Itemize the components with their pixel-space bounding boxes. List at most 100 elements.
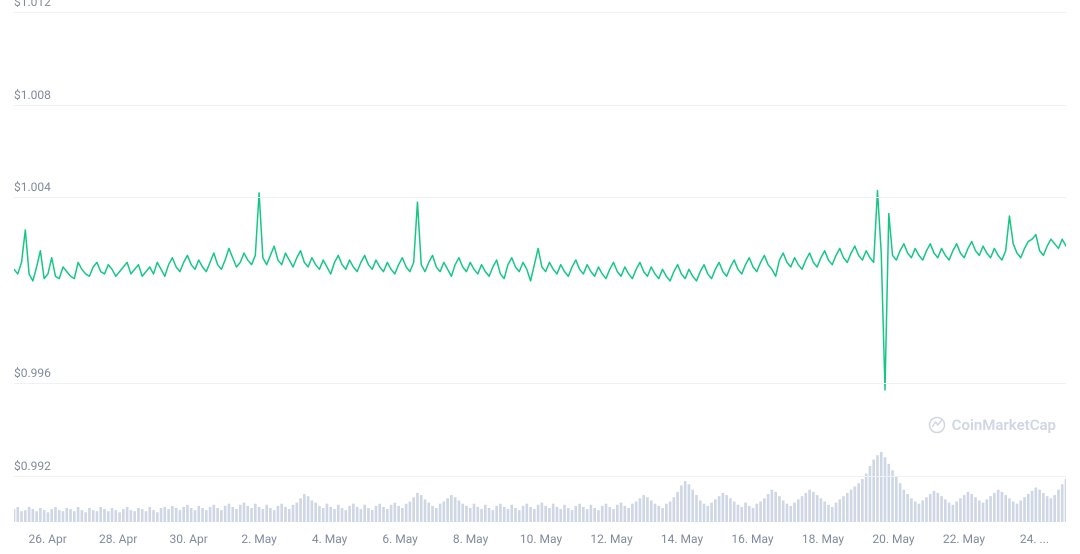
volume-bar <box>107 511 110 522</box>
x-axis-tick-label: 12. May <box>590 532 632 546</box>
volume-bar <box>352 504 355 522</box>
volume-bar <box>522 506 525 522</box>
volume-bar <box>665 504 668 522</box>
volume-bar <box>205 510 208 522</box>
volume-bar <box>465 506 468 522</box>
volume-bar <box>405 504 408 522</box>
x-axis-tick-label: 10. May <box>520 532 562 546</box>
volume-bar <box>989 496 992 522</box>
volume-bar <box>1019 500 1022 522</box>
watermark-text: CoinMarketCap <box>952 416 1056 434</box>
volume-bar <box>929 494 932 522</box>
volume-bar <box>480 509 483 522</box>
volume-bar <box>590 505 593 522</box>
volume-bar <box>861 479 864 522</box>
volume-bar <box>167 509 170 522</box>
volume-bar <box>669 502 672 522</box>
volume-bar <box>235 509 238 522</box>
volume-bar <box>47 512 50 522</box>
volume-bar <box>507 509 510 522</box>
volume-bar <box>895 477 898 522</box>
volume-bar <box>231 507 234 522</box>
volume-bar <box>386 509 389 522</box>
volume-bar <box>1057 490 1060 522</box>
volume-bar <box>559 509 562 522</box>
x-axis-tick-label: 8. May <box>453 532 488 546</box>
volume-bar <box>1023 497 1026 522</box>
volume-bar <box>684 481 687 522</box>
x-axis-tick-label: 30. Apr <box>169 532 207 546</box>
volume-bar <box>488 508 491 522</box>
volume-bar <box>627 508 630 522</box>
watermark: CoinMarketCap <box>928 416 1056 434</box>
volume-bar <box>454 497 457 522</box>
volume-bar <box>533 509 536 522</box>
volume-bar <box>740 507 743 522</box>
volume-bar <box>284 507 287 522</box>
volume-bar <box>616 505 619 522</box>
volume-bar <box>431 506 434 522</box>
volume-bar <box>718 496 721 522</box>
volume-bar <box>439 504 442 522</box>
volume-bar <box>891 470 894 522</box>
volume-bar <box>243 503 246 522</box>
x-axis-tick-label: 20. May <box>872 532 914 546</box>
volume-bar <box>194 510 197 522</box>
volume-bar <box>182 507 185 522</box>
volume-bar <box>759 502 762 522</box>
volume-bar <box>495 506 498 522</box>
volume-bar <box>552 504 555 522</box>
volume-bar <box>32 509 35 522</box>
volume-bar <box>484 505 487 522</box>
volume-bar <box>778 496 781 522</box>
volume-bar <box>786 504 789 522</box>
x-axis-tick-label: 18. May <box>802 532 844 546</box>
y-axis-tick-label: $1.008 <box>14 88 51 102</box>
volume-bar <box>1053 495 1056 522</box>
y-axis-tick-label: $0.992 <box>14 459 51 473</box>
volume-bar <box>409 502 412 522</box>
volume-bar <box>114 510 117 522</box>
volume-bar <box>842 496 845 522</box>
price-chart: $1.012$1.008$1.004$0.996$0.992 26. Apr28… <box>0 0 1080 554</box>
volume-bar <box>548 508 551 522</box>
volume-bar <box>1035 488 1038 522</box>
volume-bar <box>525 504 528 522</box>
volume-bar <box>314 503 317 522</box>
volume-bar <box>14 509 15 522</box>
volume-bar <box>62 511 65 522</box>
plot-area[interactable] <box>14 12 1066 522</box>
volume-bar <box>918 504 921 522</box>
volume-bar <box>691 490 694 522</box>
volume-bar <box>793 503 796 522</box>
volume-bar <box>265 505 268 522</box>
volume-bar <box>982 503 985 522</box>
volume-bar <box>944 499 947 522</box>
volume-bar <box>820 498 823 522</box>
volume-bar <box>390 505 393 522</box>
volume-bar <box>605 504 608 522</box>
volume-bar <box>993 493 996 522</box>
volume-bar <box>54 507 57 522</box>
volume-bar <box>748 506 751 522</box>
volume-bar <box>43 510 46 522</box>
volume-bar <box>846 493 849 522</box>
volume-bar <box>262 509 265 522</box>
volume-bar <box>126 507 129 522</box>
volume-bar <box>729 498 732 522</box>
volume-bar <box>974 497 977 522</box>
volume-bar <box>518 510 521 522</box>
volume-bar <box>752 508 755 522</box>
volume-bar <box>28 507 31 522</box>
volume-bar <box>179 510 182 522</box>
volume-bar <box>654 504 657 522</box>
volume-bar <box>288 509 291 522</box>
volume-bar <box>963 495 966 522</box>
volume-bar <box>424 499 427 522</box>
volume-bar <box>220 510 223 522</box>
volume-bar <box>1004 495 1007 522</box>
volume-bar <box>175 508 178 522</box>
volume-bar <box>88 508 91 522</box>
volume-bar <box>420 495 423 522</box>
volume-bar <box>812 492 815 522</box>
